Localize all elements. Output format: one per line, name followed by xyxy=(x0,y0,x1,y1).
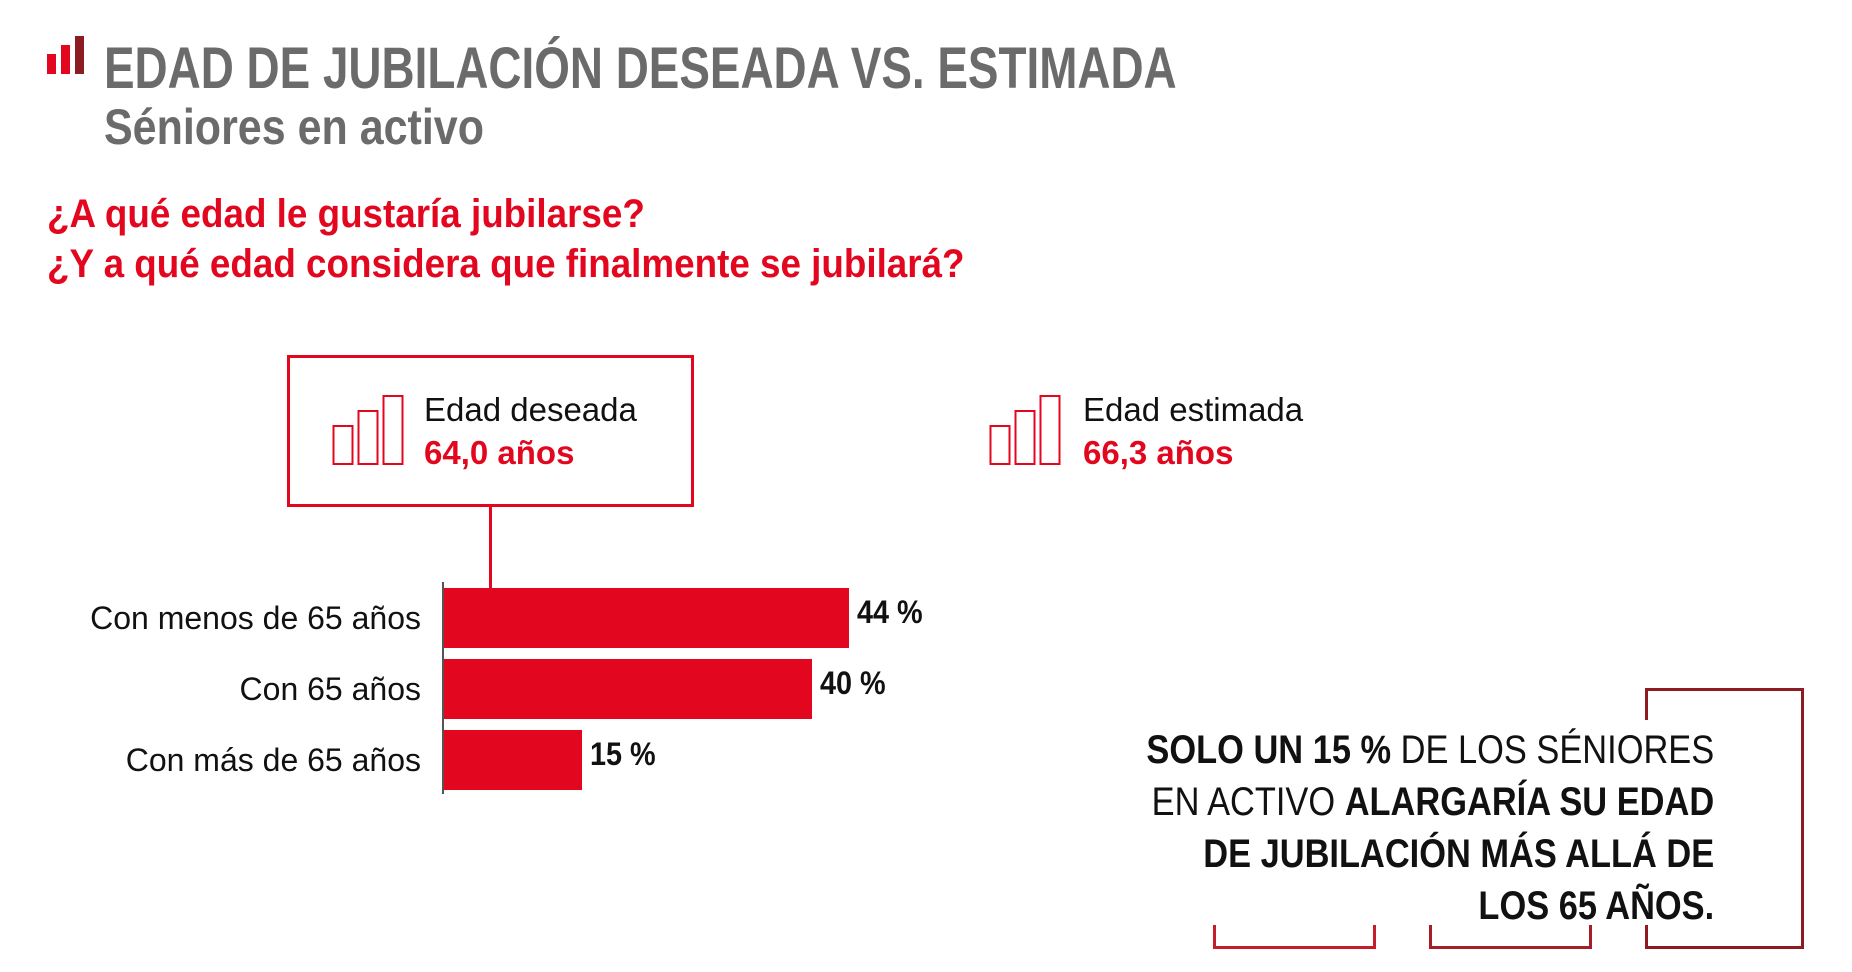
bar xyxy=(444,659,812,719)
legend-connector-line xyxy=(489,504,492,588)
page-title: EDAD DE JUBILACIÓN DESEADA VS. ESTIMADA xyxy=(104,36,1177,101)
legend-item-deseada[interactable] xyxy=(332,394,406,471)
chart-axis xyxy=(442,582,444,794)
callout-text-segment: DE LOS SÉNIORES xyxy=(1390,728,1714,772)
callout-emphasis: LOS 65 AÑOS. xyxy=(1478,884,1714,928)
callout-line: DE JUBILACIÓN MÁS ALLÁ DE xyxy=(1146,828,1714,880)
callout-text-segment: EN ACTIVO xyxy=(1151,780,1345,824)
bar-chart-outline-icon xyxy=(989,395,1061,465)
value-label: 44 % xyxy=(856,594,923,630)
value-label: 15 % xyxy=(590,736,656,772)
legend-label-estimada: Edad estimada xyxy=(1083,391,1304,428)
legend-value-deseada: 64,0 años xyxy=(424,434,575,471)
category-label: Con menos de 65 años xyxy=(90,600,421,636)
callout-emphasis: SOLO UN 15 % xyxy=(1146,728,1391,772)
legend-value-estimada: 66,3 años xyxy=(1083,434,1234,471)
category-label: Con 65 años xyxy=(239,671,421,707)
callout-emphasis: DE JUBILACIÓN MÁS ALLÁ DE xyxy=(1203,832,1714,876)
callout-text: SOLO UN 15 % DE LOS SÉNIORES EN ACTIVO AL… xyxy=(1146,724,1714,932)
question-2: ¿Y a qué edad considera que finalmente s… xyxy=(47,242,965,286)
chart-bars-icon xyxy=(47,36,84,74)
value-label: 40 % xyxy=(820,665,886,701)
legend-item-estimada[interactable] xyxy=(989,394,1063,471)
bar xyxy=(444,588,849,648)
callout-line: SOLO UN 15 % DE LOS SÉNIORES xyxy=(1146,724,1714,776)
bar-chart-outline-icon xyxy=(332,395,404,465)
category-label: Con más de 65 años xyxy=(125,742,421,778)
page-subtitle: Séniores en activo xyxy=(104,99,484,155)
callout-line: EN ACTIVO ALARGARÍA SU EDAD xyxy=(1146,776,1714,828)
question-1: ¿A qué edad le gustaría jubilarse? xyxy=(47,192,645,236)
callout-line: LOS 65 AÑOS. xyxy=(1146,880,1714,932)
callout-emphasis: ALARGARÍA SU EDAD xyxy=(1344,780,1714,824)
bar xyxy=(444,730,582,790)
legend-label-deseada: Edad deseada xyxy=(424,391,637,428)
